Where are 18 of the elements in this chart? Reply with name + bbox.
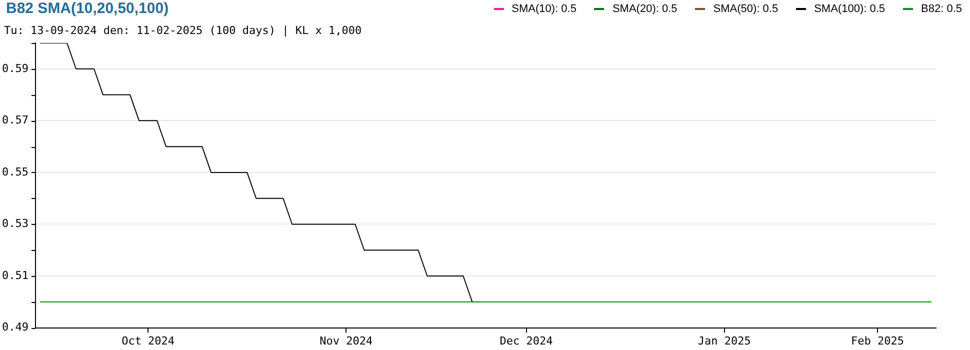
x-tick-label: Oct 2024: [122, 334, 175, 348]
legend-label: SMA(100): 0.5: [814, 3, 886, 15]
chart-title: B82 SMA(10,20,50,100): [6, 0, 169, 17]
y-tick-label: 0.59: [2, 62, 28, 75]
y-tick-label: 0.55: [2, 165, 28, 178]
x-tick-label: Jan 2025: [698, 334, 751, 348]
legend-label: SMA(20): 0.5: [612, 3, 678, 15]
y-tick-label: 0.49: [2, 320, 28, 334]
y-tick-label: 0.51: [2, 268, 28, 282]
x-tick-label: Feb 2025: [850, 334, 904, 348]
y-tick-label: 0.53: [2, 217, 28, 230]
legend-label: SMA(50): 0.5: [713, 3, 778, 15]
legend-label: B82: 0.5: [921, 3, 962, 15]
legend-label: SMA(10): 0.5: [512, 3, 576, 15]
chart-subtitle: Tu: 13-09-2024 den: 11-02-2025 (100 days) | KL x 1,000: [4, 24, 362, 37]
x-tick-label: Nov 2024: [320, 334, 374, 348]
x-tick-label: Dec 2024: [500, 334, 554, 348]
y-tick-label: 0.57: [2, 114, 28, 127]
